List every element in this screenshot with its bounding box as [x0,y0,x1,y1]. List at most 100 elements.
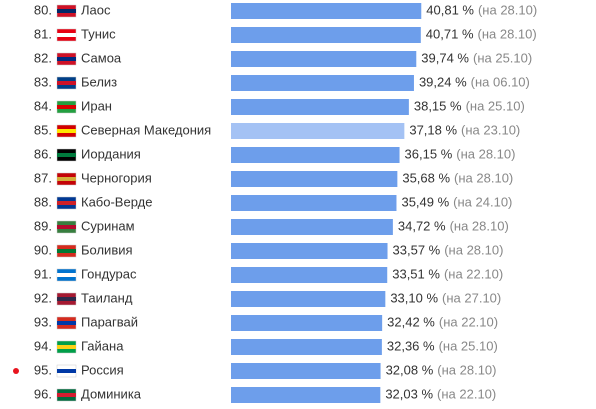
value-label: 39,24 % [419,74,467,89]
flag [57,33,76,37]
bar [231,27,421,43]
country-name: Суринам [81,218,135,233]
country-name: Кабо-Верде [81,194,152,209]
bar [231,267,388,283]
country-name: Самоа [81,50,122,65]
marker-dot [13,368,19,374]
flag [57,153,76,157]
country-name: Гайана [81,338,124,353]
rank: 83. [34,74,52,89]
note: (на 25.10) [473,50,532,65]
bar [231,75,414,91]
rank: 92. [34,290,52,305]
country-name: Иран [81,98,112,113]
flag [57,393,76,397]
note: (на 23.10) [461,122,520,137]
value-label: 35,68 % [402,170,450,185]
rank: 85. [34,122,52,137]
rank: 89. [34,218,52,233]
bar [231,387,381,403]
value-label: 32,03 % [385,386,433,401]
flag [57,177,76,181]
flag [57,249,76,253]
bar [231,171,398,187]
rank: 86. [34,146,52,161]
bar [231,3,422,19]
note: (на 22.10) [439,314,498,329]
country-name: Гондурас [81,266,137,281]
rank: 95. [34,362,52,377]
flag [57,369,76,373]
flag [57,273,76,277]
rank: 87. [34,170,52,185]
flag [57,9,76,13]
bar [231,195,397,211]
country-name: Тунис [81,26,116,41]
bar [231,315,383,331]
flag [57,297,76,301]
value-label: 32,42 % [387,314,435,329]
value-label: 33,57 % [393,242,441,257]
note: (на 28.10) [478,2,537,17]
note: (на 25.10) [466,98,525,113]
rank: 80. [34,2,52,17]
note: (на 28.10) [444,242,503,257]
bar [231,147,400,163]
rank: 81. [34,26,52,41]
value-label: 32,36 % [387,338,435,353]
flag [57,81,76,85]
country-name: Северная Македония [81,122,211,137]
bar [231,363,381,379]
note: (на 28.10) [456,146,515,161]
country-name: Доминика [81,386,142,401]
rank: 90. [34,242,52,257]
value-label: 35,49 % [401,194,449,209]
note: (на 27.10) [442,290,501,305]
rank: 93. [34,314,52,329]
country-name: Черногория [81,170,152,185]
bar [231,339,382,355]
note: (на 28.10) [454,170,513,185]
value-label: 33,51 % [392,266,440,281]
flag [57,321,76,325]
flag [57,201,76,205]
country-name: Россия [81,362,124,377]
value-label: 38,15 % [414,98,462,113]
country-name: Лаос [81,2,111,17]
note: (на 24.10) [453,194,512,209]
bar [231,99,409,115]
country-name: Боливия [81,242,133,257]
note: (на 06.10) [471,74,530,89]
bar [231,123,405,139]
note: (на 22.10) [444,266,503,281]
note: (на 28.10) [450,218,509,233]
value-label: 37,18 % [409,122,457,137]
note: (на 22.10) [437,386,496,401]
country-name: Парагвай [81,314,138,329]
bar [231,243,388,259]
value-label: 39,74 % [421,50,469,65]
country-name: Белиз [81,74,117,89]
value-label: 40,81 % [426,2,474,17]
bar [231,219,393,235]
note: (на 28.10) [478,26,537,41]
rank: 84. [34,98,52,113]
bar [231,51,417,67]
rank: 88. [34,194,52,209]
rank: 96. [34,386,52,401]
flag [57,345,76,349]
rank: 91. [34,266,52,281]
value-label: 34,72 % [398,218,446,233]
note: (на 25.10) [439,338,498,353]
value-label: 40,71 % [426,26,474,41]
flag [57,57,76,61]
note: (на 28.10) [437,362,496,377]
country-name: Таиланд [81,290,133,305]
value-label: 36,15 % [405,146,453,161]
country-name: Иордания [81,146,141,161]
flag [57,225,76,229]
flag [57,105,76,109]
value-label: 33,10 % [390,290,438,305]
